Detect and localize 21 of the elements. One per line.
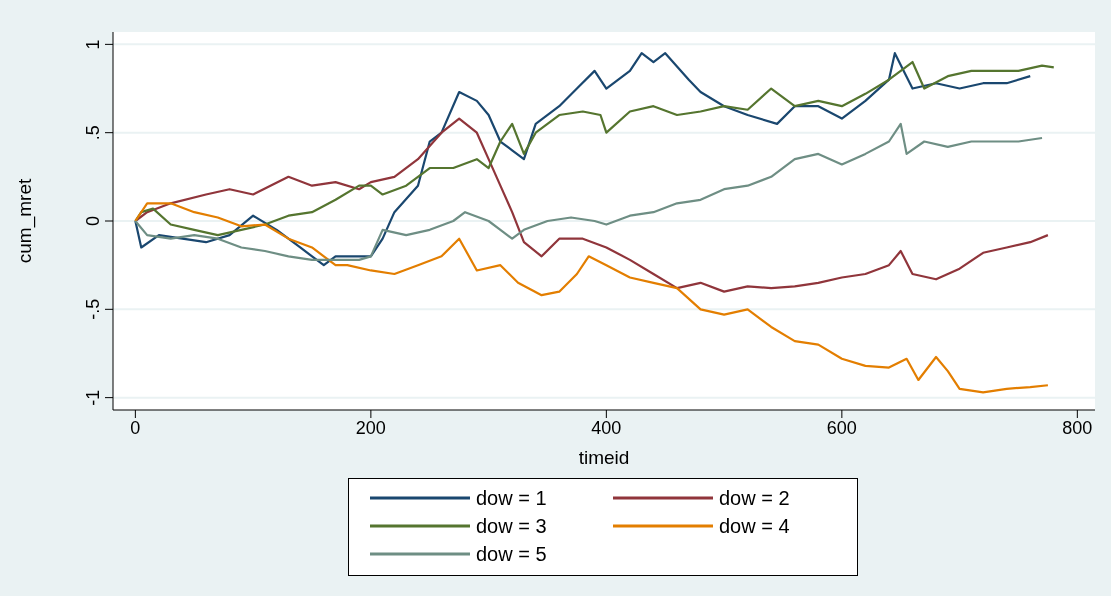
y-tick-label: -1 bbox=[83, 389, 103, 406]
y-tick-label: -.5 bbox=[83, 298, 103, 320]
x-tick-label: 800 bbox=[1062, 418, 1093, 438]
y-tick-label: 0 bbox=[83, 215, 103, 227]
legend-label: dow = 5 bbox=[476, 543, 547, 565]
legend-label: dow = 4 bbox=[719, 515, 790, 537]
line-series bbox=[134, 122, 1044, 261]
y-tick-label: 1 bbox=[83, 39, 103, 50]
legend-label: dow = 1 bbox=[476, 487, 547, 509]
line-series bbox=[134, 52, 1032, 267]
y-tick-label: .5 bbox=[83, 125, 103, 141]
y-axis-title: cum_mret bbox=[13, 178, 36, 264]
x-tick-label: 600 bbox=[826, 418, 857, 438]
legend-label: dow = 2 bbox=[719, 487, 790, 509]
legend-label: dow = 3 bbox=[476, 515, 547, 537]
x-tick-label: 0 bbox=[130, 418, 141, 438]
line-series bbox=[134, 202, 1049, 394]
x-tick-label: 200 bbox=[355, 418, 386, 438]
x-axis-title: timeid bbox=[578, 447, 630, 468]
x-tick-label: 400 bbox=[591, 418, 622, 438]
line-series bbox=[134, 117, 1049, 293]
